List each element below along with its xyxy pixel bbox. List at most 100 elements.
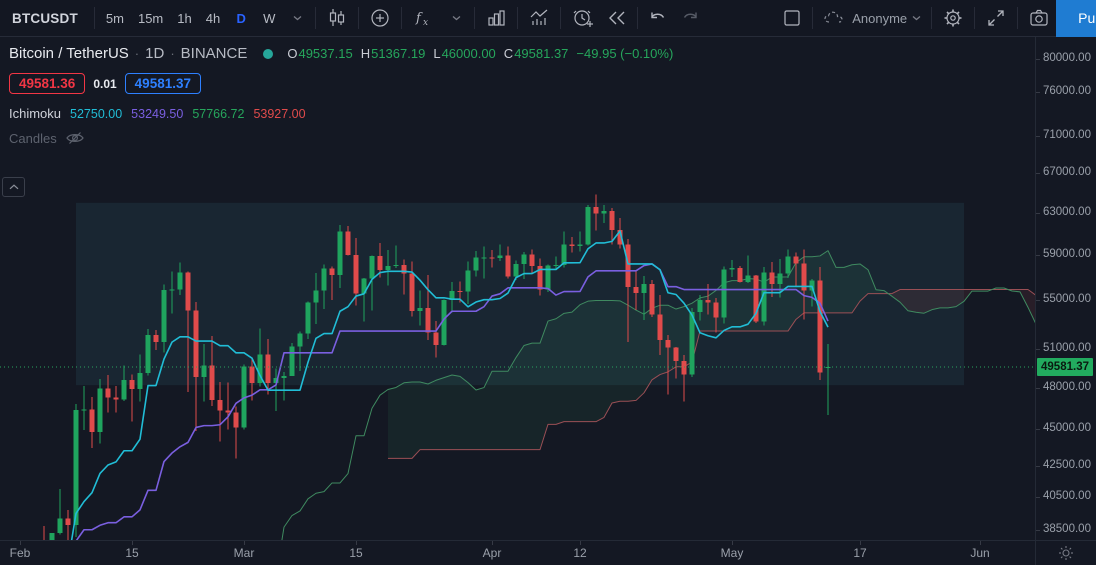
undo-icon[interactable]: [642, 4, 674, 32]
gear-icon[interactable]: [936, 4, 970, 32]
price-axis[interactable]: 80000.00 76000.00 71000.00 67000.00 63000.00…: [1035, 37, 1096, 540]
close-value: 49581.37: [514, 46, 569, 61]
time-tick: [244, 541, 245, 545]
toolbar-right-group: Anonyme: [601, 0, 1096, 37]
redo-icon[interactable]: [674, 4, 706, 32]
time-axis-label: Apr: [482, 546, 502, 560]
interval-button-4h[interactable]: 4h: [205, 10, 221, 26]
forecast-chart-icon[interactable]: [522, 4, 556, 32]
tenkan-sen-line: [70, 230, 829, 540]
toolbar-separator: [401, 7, 403, 29]
ichimoku-legend-row[interactable]: Ichimoku 52750.00 53249.50 57766.72 5392…: [9, 106, 673, 121]
toolbar-separator: [812, 7, 814, 29]
high-value: 51367.19: [371, 46, 426, 61]
interval-group: 5m 15m 1h 4h D W: [99, 4, 283, 32]
interval-button-W[interactable]: W: [263, 10, 276, 26]
bar-replay-icon[interactable]: [601, 4, 633, 32]
price-axis-label: 63000.00: [1043, 205, 1091, 218]
legend-collapse-button[interactable]: [2, 177, 25, 197]
eye-slash-icon[interactable]: [65, 130, 85, 146]
hidden-series-name: Candles: [9, 130, 57, 146]
legend-title-row[interactable]: Bitcoin / TetherUS · 1D · BINANCE O49537…: [9, 45, 673, 62]
toolbar-separator: [637, 7, 639, 29]
interval-button-1h[interactable]: 1h: [177, 10, 192, 26]
price-tick: [1036, 529, 1040, 531]
svg-text:x: x: [423, 18, 428, 28]
title-separator: ·: [134, 46, 140, 61]
price-tick: [1036, 497, 1040, 499]
toolbar-left-group: BTCUSDT 5m 15m 1h 4h D W: [0, 0, 601, 36]
layout-square-icon[interactable]: [776, 4, 808, 32]
svg-text:f: f: [415, 11, 423, 26]
user-menu[interactable]: Anonyme: [817, 4, 927, 32]
time-axis-label: 12: [573, 546, 587, 560]
chevron-up-icon: [9, 184, 18, 190]
indicators-fx-icon[interactable]: f x: [406, 4, 442, 32]
username-label: Anonyme: [852, 10, 908, 26]
time-tick: [356, 541, 357, 545]
interval-menu-chevron-down-icon[interactable]: [283, 4, 311, 32]
fullscreen-icon[interactable]: [979, 4, 1013, 32]
time-tick: [20, 541, 21, 545]
spread-value: 0.01: [93, 76, 117, 91]
sell-bid-button[interactable]: 49581.36: [9, 73, 86, 94]
market-status-dot[interactable]: [263, 48, 274, 59]
bar-columns-icon[interactable]: [479, 4, 513, 32]
interval-button-15m[interactable]: 15m: [137, 10, 164, 26]
interval-button-5m[interactable]: 5m: [105, 10, 124, 26]
change-value: −49.95 (−0.10%): [576, 46, 674, 61]
time-axis-label: 15: [125, 546, 139, 560]
alert-clock-icon[interactable]: [565, 4, 601, 32]
price-axis-label: 59000.00: [1043, 248, 1091, 261]
buy-ask-button[interactable]: 49581.37: [124, 73, 201, 94]
time-tick: [980, 541, 981, 545]
time-tick: [732, 541, 733, 545]
toolbar-separator: [931, 7, 933, 29]
candles-style-icon[interactable]: [320, 4, 354, 32]
compare-plus-icon[interactable]: [363, 4, 397, 32]
camera-icon[interactable]: [1022, 4, 1056, 32]
price-axis-label: 55000.00: [1043, 293, 1091, 306]
price-axis-label: 42500.00: [1043, 459, 1091, 472]
price-axis-label: 80000.00: [1043, 52, 1091, 65]
toolbar-separator: [974, 7, 976, 29]
senkou-b-value: 53927.00: [253, 106, 306, 121]
price-axis-label: 67000.00: [1043, 166, 1091, 179]
senkou-a-value: 57766.72: [192, 106, 245, 121]
ohlc-values: O49537.15 H51367.19 L46000.00 C49581.37 …: [287, 46, 674, 61]
rectangle-drawing[interactable]: [76, 202, 964, 386]
indicator-name: Ichimoku: [9, 106, 62, 121]
time-axis-label: Feb: [9, 546, 31, 560]
price-tick: [1036, 466, 1040, 468]
publish-button[interactable]: Publish: [1056, 0, 1096, 37]
interval-label: 1D: [145, 45, 165, 62]
senkou-span-a-line: [281, 250, 1035, 540]
time-axis-label: Jun: [970, 546, 990, 560]
brightness-sun-icon[interactable]: [1058, 545, 1074, 561]
candlestick-chart[interactable]: [0, 37, 1035, 540]
interval-button-D[interactable]: D: [236, 10, 246, 26]
price-axis-label: 40500.00: [1043, 490, 1091, 503]
title-separator: ·: [170, 46, 175, 61]
chart-pane[interactable]: Bitcoin / TetherUS · 1D · BINANCE O49537…: [0, 37, 1035, 540]
indicators-chevron-down-icon[interactable]: [442, 4, 470, 32]
cloud-sync-icon: [824, 11, 843, 23]
time-tick: [580, 541, 581, 545]
low-value: 46000.00: [441, 46, 496, 61]
last-price-label: 49581.37: [1037, 358, 1093, 376]
toolbar-separator: [93, 7, 95, 29]
toolbar-separator: [474, 7, 476, 29]
top-toolbar: BTCUSDT 5m 15m 1h 4h D W: [0, 0, 1096, 37]
price-axis-label: 76000.00: [1043, 85, 1091, 98]
toolbar-separator: [1017, 7, 1019, 29]
toolbar-separator: [560, 7, 562, 29]
time-axis-label: Mar: [233, 546, 255, 560]
price-axis-label: 48000.00: [1043, 380, 1091, 393]
candles-series: [43, 194, 831, 540]
hidden-series-row[interactable]: Candles: [9, 130, 673, 146]
time-axis-label: May: [720, 546, 744, 560]
symbol-button[interactable]: BTCUSDT: [12, 10, 78, 26]
time-axis-label: 17: [853, 546, 867, 560]
time-axis[interactable]: Feb 15 Mar 15 Apr 12 May 17 Jun: [0, 540, 1035, 565]
